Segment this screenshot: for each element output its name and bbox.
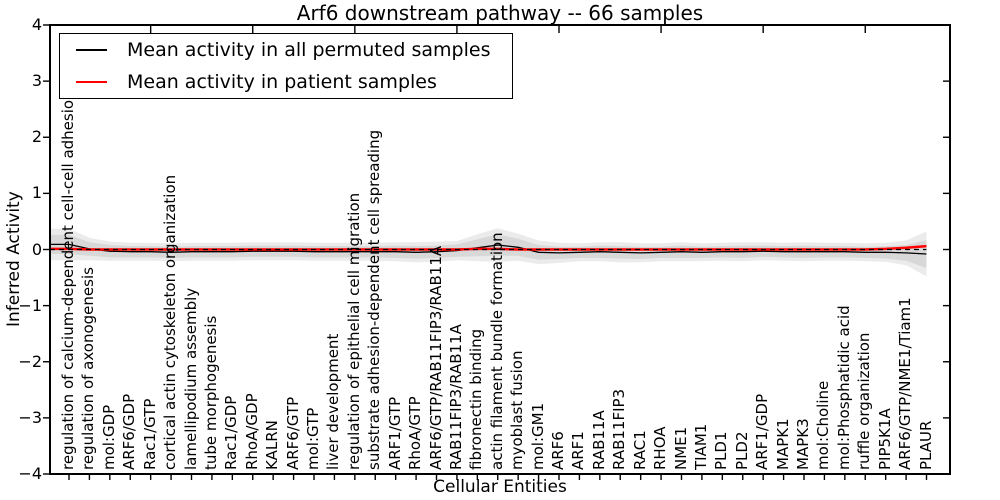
x-tick-label: mol:Phosphatidic acid	[834, 305, 853, 470]
y-tick-label: 3	[31, 71, 42, 91]
x-tick-label: ARF6	[549, 431, 567, 470]
x-tick-label: ruffle organization	[855, 332, 874, 470]
x-tick-label: MAPK1	[773, 418, 792, 470]
x-tick-label: mol:Choline	[814, 380, 833, 470]
x-tick-label: regulation of axonogenesis	[79, 267, 98, 470]
x-tick-label: ARF6/GDP	[120, 393, 139, 470]
y-tick-label: 0	[31, 239, 42, 259]
y-tick-label: −2	[18, 351, 42, 371]
y-tick-label: 2	[31, 127, 42, 147]
x-tick-label: mol:GDP	[99, 404, 118, 470]
x-tick-label: RAC1	[630, 430, 649, 470]
permuted-band-inner	[50, 234, 927, 268]
x-tick-label: RAB11FIP3/RAB11A	[446, 324, 465, 470]
x-tick-label: RhoA/GTP	[406, 396, 425, 470]
x-tick-label: NME1	[671, 426, 690, 470]
x-tick-label: KALRN	[263, 420, 282, 470]
chart-title: Arf6 downstream pathway -- 66 samples	[296, 1, 704, 25]
legend: Mean activity in all permuted samples Me…	[59, 33, 513, 99]
x-tick-label: RHOA	[651, 426, 670, 470]
x-tick-label: ARF1/GTP	[385, 396, 404, 470]
y-tick-label: −4	[18, 464, 42, 483]
x-tick-label: regulation of calcium-dependent cell-cel…	[59, 90, 77, 470]
x-tick-label: liver development	[324, 333, 343, 470]
y-tick-label: −3	[18, 407, 42, 427]
x-tick-label: RAB11A	[589, 410, 608, 470]
x-tick-label: ARF1/GDP	[753, 393, 772, 470]
legend-row-permuted: Mean activity in all permuted samples	[60, 35, 512, 66]
permuted-mean-line	[50, 243, 927, 255]
x-tick-label: lamellipodium assembly	[181, 287, 200, 470]
x-tick-label: myoblast fusion	[508, 350, 527, 470]
legend-label-permuted: Mean activity in all permuted samples	[127, 39, 491, 61]
permuted-line-sample-icon	[76, 49, 107, 51]
x-tick-label: fibronectin binding	[467, 328, 486, 470]
x-tick-label: ARF6/GTP/NME1/Tiam1	[896, 297, 915, 470]
x-tick-label: TIAM1	[691, 423, 710, 470]
y-tick-label: 1	[31, 183, 42, 203]
legend-label-patient: Mean activity in patient samples	[127, 71, 437, 93]
x-tick-label: PIP5K1A	[875, 408, 894, 470]
x-tick-label: ARF6/GTP/RAB11FIP3/RAB11A	[426, 245, 445, 470]
x-tick-label: Rac1/GDP	[222, 395, 241, 470]
x-tick-label: mol:GM1	[528, 402, 547, 470]
x-tick-label: mol:GTP	[304, 407, 322, 470]
x-tick-label: regulation of epithelial cell migration	[344, 192, 363, 470]
x-tick-label: PLD2	[732, 431, 751, 471]
x-tick-label: actin filament bundle formation	[487, 232, 506, 470]
x-tick-label: MAPK3	[794, 418, 812, 470]
x-tick-label: substrate adhesion-dependent cell spread…	[365, 129, 384, 470]
x-tick-label: ARF1	[569, 431, 588, 470]
x-tick-label: cortical actin cytoskeleton organization	[161, 174, 180, 470]
x-tick-label: RAB11FIP3	[610, 388, 629, 470]
x-tick-label: ARF6/GTP	[283, 396, 302, 470]
x-tick-label: PLAUR	[916, 420, 935, 470]
legend-row-patient: Mean activity in patient samples	[60, 67, 512, 98]
y-tick-label: 4	[31, 15, 42, 34]
y-tick-label: −1	[18, 295, 42, 315]
x-tick-label: PLD1	[712, 431, 731, 471]
x-tick-label: RhoA/GDP	[242, 393, 261, 470]
x-tick-label: Rac1/GTP	[140, 398, 159, 470]
x-tick-label: tube morphogenesis	[201, 315, 220, 470]
x-axis-label: Cellular Entities	[433, 477, 567, 497]
patient-line-sample-icon	[76, 81, 107, 83]
